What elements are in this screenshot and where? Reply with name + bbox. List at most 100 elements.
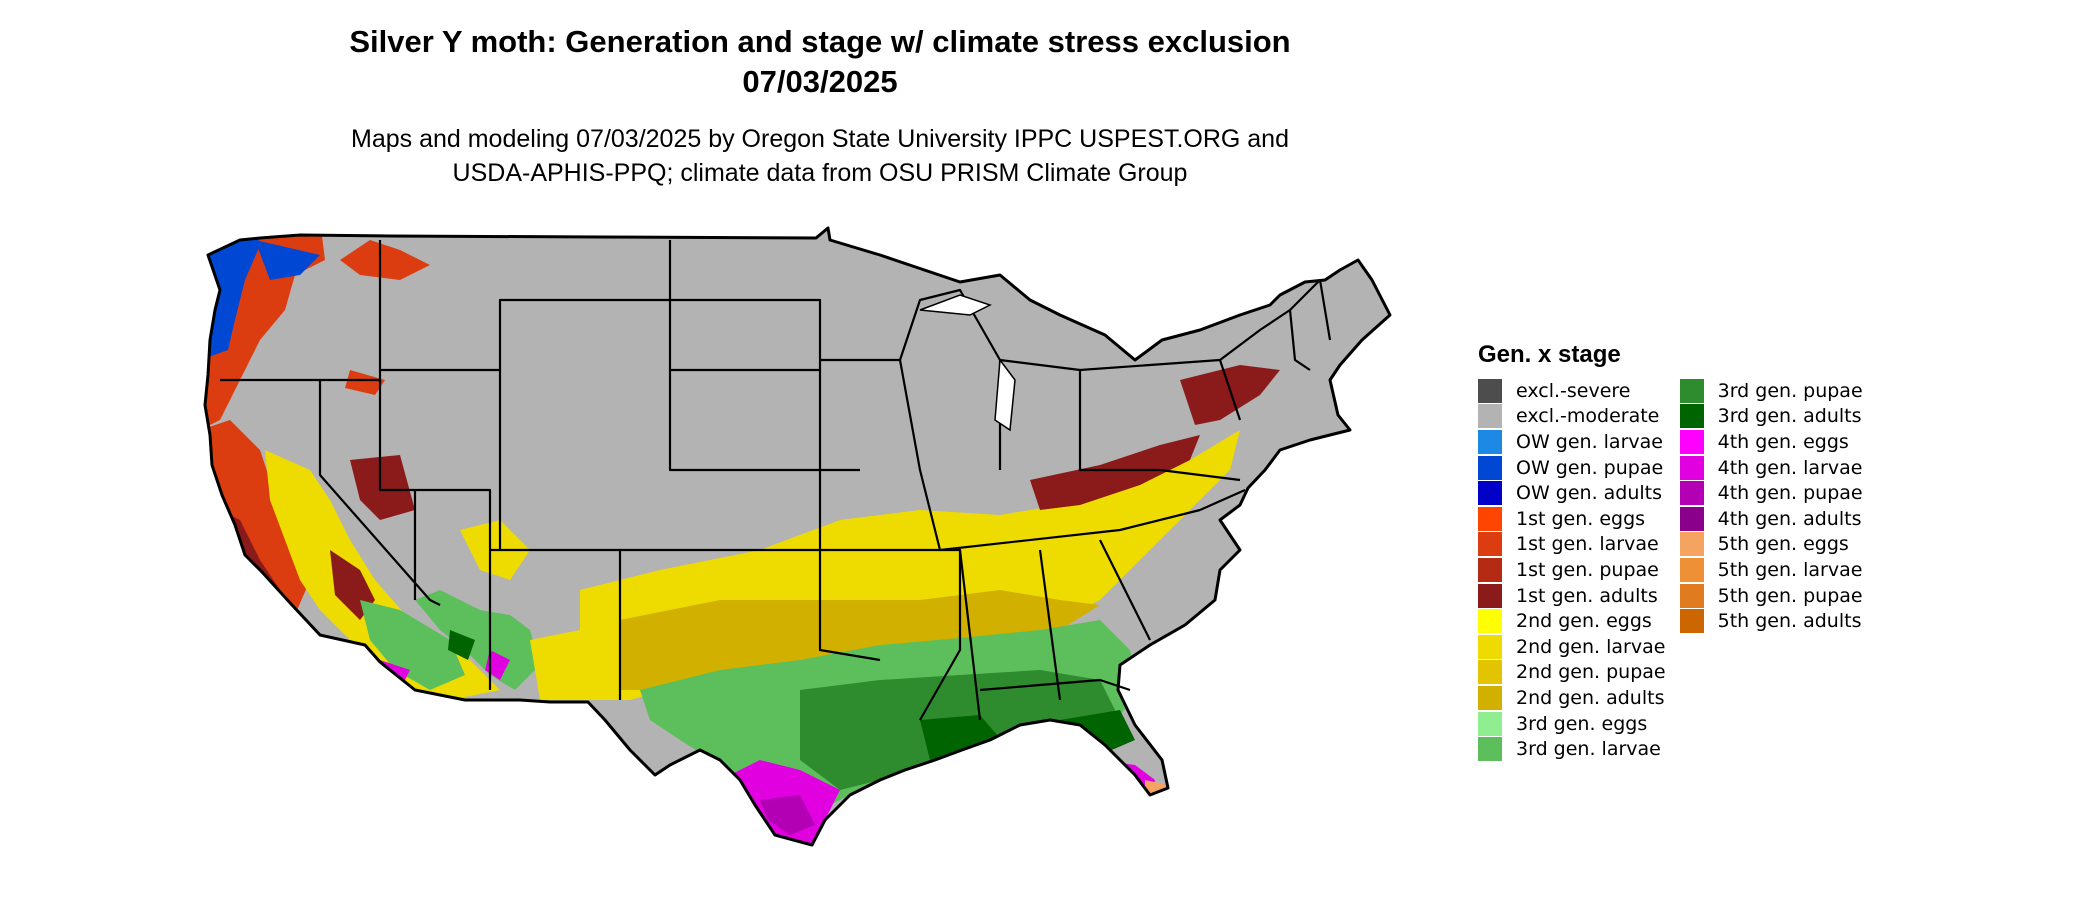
- legend-item: 3rd gen. pupae: [1679, 378, 1863, 404]
- legend-label: 5th gen. eggs: [1717, 533, 1849, 556]
- border-fl-panhandle: [979, 678, 1131, 692]
- legend-label: 2nd gen. pupae: [1516, 661, 1666, 684]
- legend-column-2: 3rd gen. pupae 3rd gen. adults 4th gen. …: [1679, 378, 1863, 762]
- border-vt-nh-ma: [1288, 279, 1332, 371]
- zone-2nd-gen-adults-south: [620, 590, 1100, 690]
- map-title: Silver Y moth: Generation and stage w/ c…: [0, 22, 1640, 102]
- map-subtitle-line-1: Maps and modeling 07/03/2025 by Oregon S…: [351, 125, 1289, 153]
- legend-swatch: [1478, 378, 1502, 403]
- map-title-line-2: 07/03/2025: [742, 64, 898, 99]
- legend-item: 3rd gen. adults: [1679, 404, 1863, 430]
- legend-item: 1st gen. adults: [1478, 583, 1666, 609]
- border-tn-ky: [939, 508, 1201, 552]
- legend-label: 1st gen. pupae: [1516, 558, 1659, 581]
- border-va-nc: [1159, 468, 1246, 512]
- legend-swatch: [1478, 685, 1502, 710]
- border-ca-nv: [318, 380, 441, 606]
- border-nv-ut: [378, 380, 417, 600]
- us-map: [203, 226, 1392, 847]
- legend-label: 3rd gen. larvae: [1516, 738, 1661, 761]
- border-ms-al-ga: [958, 539, 1151, 721]
- legend-swatch: [1478, 429, 1502, 454]
- legend-swatch: [1478, 557, 1502, 582]
- legend-item: OW gen. pupae: [1478, 455, 1666, 481]
- legend-item: 4th gen. eggs: [1679, 429, 1863, 455]
- legend-label: excl.-severe: [1516, 379, 1631, 402]
- legend-swatch: [1478, 609, 1502, 634]
- legend-item: 2nd gen. larvae: [1478, 634, 1666, 660]
- legend-label: 2nd gen. eggs: [1516, 610, 1652, 633]
- legend-swatch: [1478, 634, 1502, 659]
- legend-swatch: [1478, 660, 1502, 685]
- legend-item: OW gen. larvae: [1478, 429, 1666, 455]
- legend-label: 2nd gen. adults: [1516, 686, 1665, 709]
- border-ok-tx: [620, 548, 881, 662]
- zone-4th-gen-larvae-arizona: [485, 650, 510, 680]
- legend-swatch: [1478, 711, 1502, 736]
- legend-item: 2nd gen. adults: [1478, 685, 1666, 711]
- legend-swatch: [1679, 506, 1704, 531]
- legend-item: 1st gen. pupae: [1478, 557, 1666, 583]
- legend-item: 1st gen. larvae: [1478, 532, 1666, 558]
- legend-label: 2nd gen. larvae: [1516, 635, 1666, 658]
- legend-label: 4th gen. eggs: [1717, 430, 1849, 453]
- legend-swatch: [1478, 737, 1502, 762]
- great-lakes: [919, 294, 1016, 432]
- zone-1st-gen-adults-appalachia: [1030, 435, 1200, 510]
- zone-ow-gen-pupae-cascades: [255, 240, 320, 280]
- legend-swatch: [1679, 455, 1704, 480]
- legend-swatch: [1679, 557, 1704, 582]
- zone-1st-gen-larvae-california: [205, 420, 310, 615]
- legend-item: 3rd gen. larvae: [1478, 736, 1666, 762]
- border-mt-wy: [380, 298, 672, 372]
- legend-item: 5th gen. adults: [1679, 608, 1863, 634]
- legend-swatch: [1478, 506, 1502, 531]
- border-ia-il-mo: [820, 358, 942, 551]
- legend: Gen. x stage excl.-severe excl.-moderate…: [1478, 340, 1863, 762]
- legend-swatch: [1679, 532, 1704, 557]
- legend-item: 5th gen. larvae: [1679, 557, 1863, 583]
- legend-item: 4th gen. adults: [1679, 506, 1863, 532]
- legend-swatch: [1679, 378, 1704, 403]
- border-in-oh: [999, 358, 1160, 472]
- legend-swatch: [1478, 404, 1502, 429]
- legend-label: OW gen. adults: [1516, 482, 1663, 505]
- border-new-england: [1219, 279, 1321, 361]
- zone-3rd-gen-adults-arizona: [448, 630, 475, 660]
- legend-label: 5th gen. adults: [1717, 610, 1862, 633]
- legend-swatch: [1478, 532, 1502, 557]
- legend-label: 4th gen. larvae: [1717, 456, 1863, 479]
- map-subtitle-line-2: USDA-APHIS-PPQ; climate data from OSU PR…: [452, 159, 1188, 187]
- zone-1st-gen-larvae-idaho-wa: [340, 240, 430, 280]
- legend-label: 1st gen. larvae: [1516, 533, 1659, 556]
- zone-1st-gen-adults-mid-atlantic: [1180, 365, 1280, 425]
- legend-item: 4th gen. larvae: [1679, 455, 1863, 481]
- legend-label: 4th gen. pupae: [1717, 482, 1863, 505]
- legend-item: excl.-severe: [1478, 378, 1666, 404]
- border-dakotas-mn-ia: [668, 240, 822, 550]
- legend-item: 1st gen. eggs: [1478, 506, 1666, 532]
- legend-label: 1st gen. eggs: [1516, 507, 1646, 530]
- zone-1st-gen-adults-nevada: [350, 455, 415, 520]
- legend-item: 4th gen. pupae: [1679, 480, 1863, 506]
- map-title-line-1: Silver Y moth: Generation and stage w/ c…: [349, 24, 1291, 59]
- legend-item: OW gen. adults: [1478, 480, 1666, 506]
- legend-swatch: [1679, 429, 1704, 454]
- legend-swatch: [1679, 481, 1704, 506]
- zone-3rd-gen-larvae-arizona: [415, 590, 540, 690]
- zone-3rd-gen-larvae-desert: [360, 600, 465, 690]
- legend-label: 3rd gen. adults: [1717, 405, 1862, 428]
- legend-item: 5th gen. pupae: [1679, 583, 1863, 609]
- legend-swatch: [1478, 583, 1502, 608]
- lake-michigan: [994, 357, 1016, 432]
- zone-1st-gen-larvae-snake-river: [345, 370, 385, 395]
- legend-swatch: [1679, 609, 1704, 634]
- legend-swatch: [1679, 583, 1704, 608]
- zone-ow-gen-pupae-nw: [205, 228, 260, 360]
- legend-columns: excl.-severe excl.-moderate OW gen. larv…: [1478, 378, 1863, 762]
- legend-swatch: [1478, 481, 1502, 506]
- legend-label: 4th gen. adults: [1717, 507, 1862, 530]
- legend-title: Gen. x stage: [1478, 341, 1621, 368]
- border-az-ut-co: [415, 488, 492, 690]
- legend-label: 5th gen. larvae: [1717, 558, 1863, 581]
